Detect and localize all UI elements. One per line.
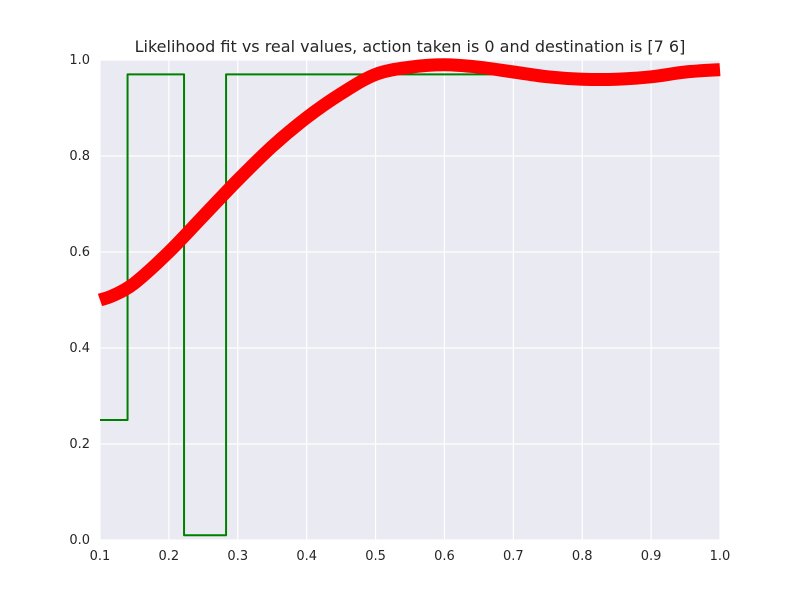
x-tick-label: 0.7: [503, 549, 524, 564]
y-tick-label: 0.8: [69, 149, 90, 164]
y-tick-label: 1.0: [69, 53, 90, 68]
y-axis-ticks: 0.0 0.2 0.4 0.6 0.8 1.0: [69, 53, 90, 548]
y-tick-label: 0.2: [69, 437, 90, 452]
x-tick-label: 0.1: [90, 549, 111, 564]
x-tick-label: 0.9: [641, 549, 662, 564]
x-tick-label: 0.6: [434, 549, 455, 564]
series-layer: [97, 58, 721, 537]
x-tick-label: 0.2: [159, 549, 180, 564]
x-tick-label: 0.3: [227, 549, 248, 564]
x-tick-label: 0.8: [572, 549, 593, 564]
y-tick-label: 0.4: [69, 341, 90, 356]
y-tick-label: 0.0: [69, 533, 90, 548]
x-tick-label: 1.0: [710, 549, 731, 564]
x-axis-ticks: 0.1 0.2 0.3 0.4 0.5 0.6 0.7 0.8 0.9 1.0: [90, 549, 731, 564]
real-values-step-line: [100, 73, 720, 537]
grid-lines: [99, 59, 721, 541]
chart-title: Likelihood fit vs real values, action ta…: [135, 37, 686, 56]
x-tick-label: 0.5: [365, 549, 386, 564]
likelihood-fit-curve: [97, 58, 721, 307]
y-tick-label: 0.6: [69, 245, 90, 260]
x-tick-label: 0.4: [296, 549, 317, 564]
plot-background: [100, 60, 720, 540]
